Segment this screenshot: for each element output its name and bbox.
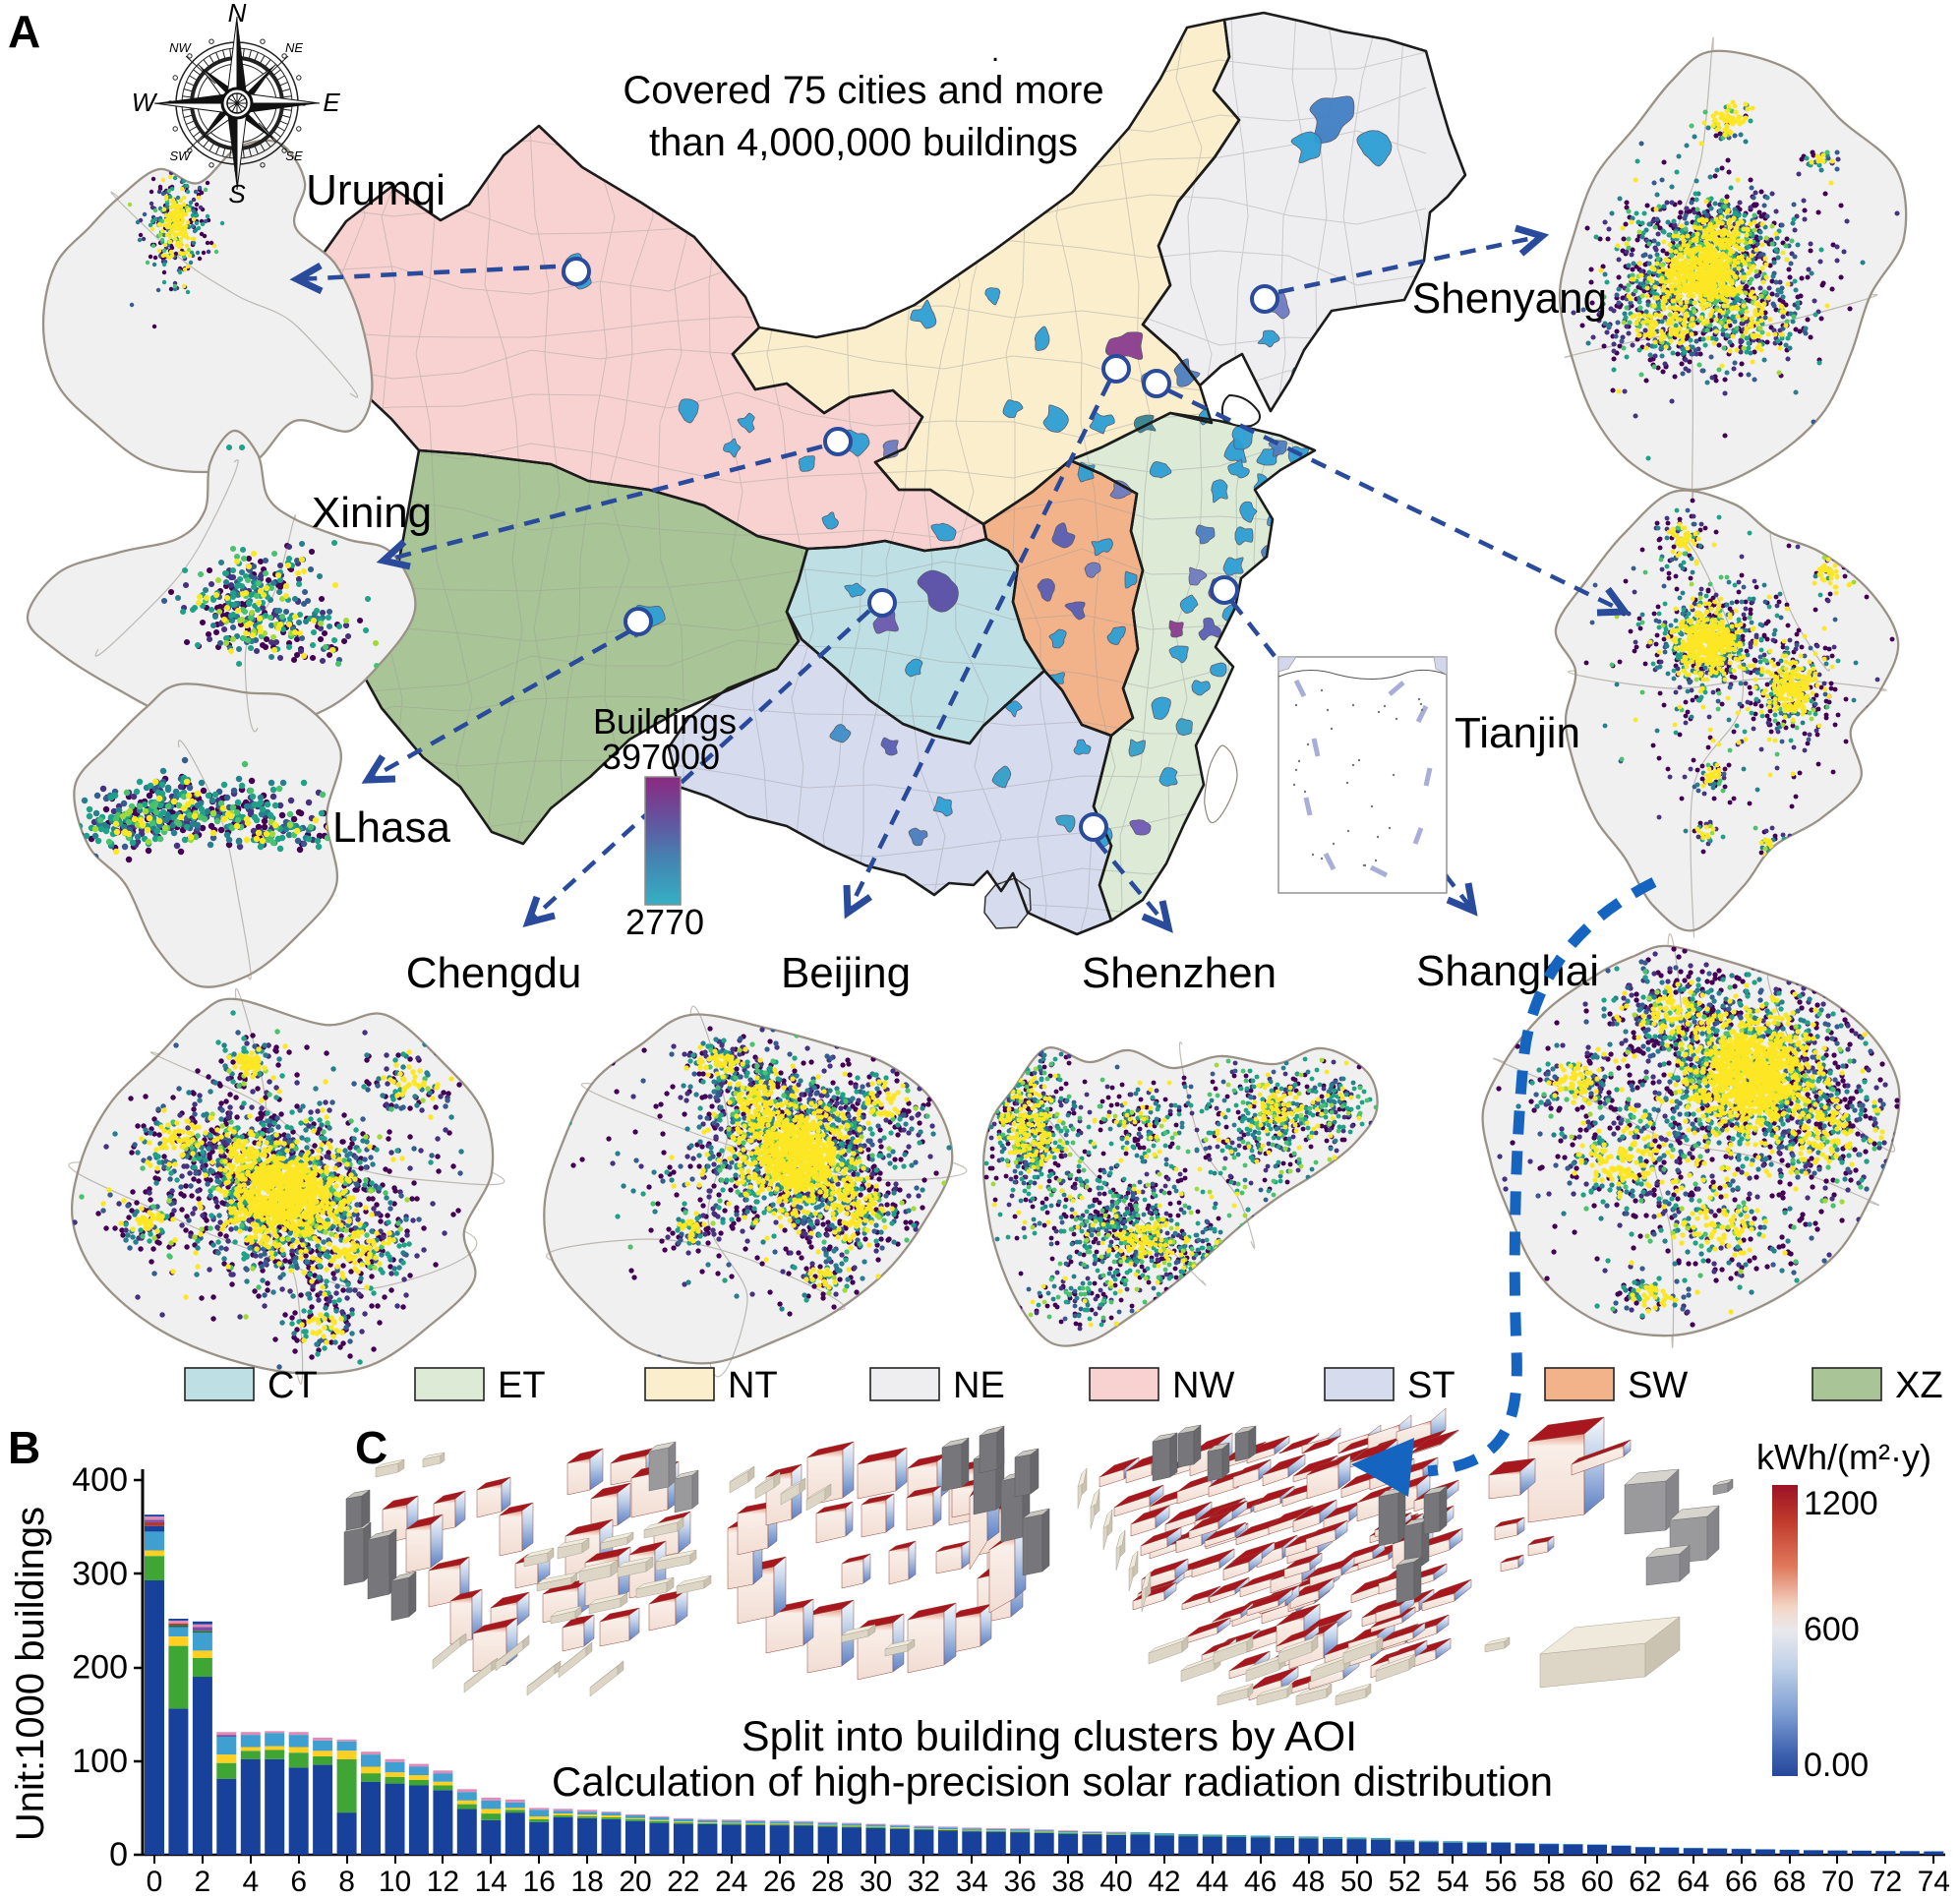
svg-text:Urumqi: Urumqi bbox=[306, 166, 445, 214]
svg-text:than 4,000,000 buildings: than 4,000,000 buildings bbox=[649, 121, 1078, 164]
svg-text:Lhasa: Lhasa bbox=[332, 803, 450, 852]
svg-text:68: 68 bbox=[1773, 1866, 1806, 1898]
svg-text:14: 14 bbox=[475, 1866, 507, 1898]
svg-text:46: 46 bbox=[1244, 1866, 1277, 1898]
svg-text:W: W bbox=[132, 88, 158, 117]
svg-text:54: 54 bbox=[1437, 1866, 1469, 1898]
svg-text:50: 50 bbox=[1340, 1866, 1373, 1898]
svg-text:B: B bbox=[8, 1422, 40, 1473]
svg-text:22: 22 bbox=[667, 1866, 699, 1898]
svg-text:NE: NE bbox=[285, 40, 303, 55]
svg-text:NE: NE bbox=[953, 1365, 1005, 1406]
svg-text:A: A bbox=[8, 6, 40, 57]
svg-text:S: S bbox=[228, 179, 246, 208]
svg-text:Calculation of high-precision: Calculation of high-precision solar radi… bbox=[552, 1758, 1553, 1805]
svg-text:74: 74 bbox=[1918, 1866, 1950, 1898]
svg-text:400: 400 bbox=[72, 1461, 128, 1499]
svg-text:397000: 397000 bbox=[602, 737, 720, 777]
svg-text:26: 26 bbox=[763, 1866, 796, 1898]
svg-text:20: 20 bbox=[619, 1866, 651, 1898]
svg-text:28: 28 bbox=[811, 1866, 844, 1898]
svg-text:600: 600 bbox=[1804, 1611, 1860, 1648]
svg-text:NW: NW bbox=[1172, 1365, 1234, 1406]
svg-text:34: 34 bbox=[956, 1866, 988, 1898]
svg-text:36: 36 bbox=[1004, 1866, 1037, 1898]
svg-text:E: E bbox=[323, 88, 340, 117]
svg-text:Shenyang: Shenyang bbox=[1412, 274, 1607, 323]
svg-text:NW: NW bbox=[169, 40, 192, 55]
svg-text:24: 24 bbox=[715, 1866, 747, 1898]
svg-text:.: . bbox=[991, 35, 999, 68]
svg-text:XZ: XZ bbox=[1895, 1365, 1943, 1406]
svg-text:10: 10 bbox=[379, 1866, 411, 1898]
svg-text:NT: NT bbox=[728, 1365, 778, 1406]
svg-text:66: 66 bbox=[1725, 1866, 1757, 1898]
svg-text:Beijing: Beijing bbox=[781, 949, 911, 997]
svg-text:4: 4 bbox=[242, 1866, 259, 1898]
svg-text:0: 0 bbox=[147, 1866, 163, 1898]
svg-text:ET: ET bbox=[498, 1365, 546, 1406]
svg-text:8: 8 bbox=[338, 1866, 355, 1898]
svg-text:0.00: 0.00 bbox=[1804, 1747, 1869, 1784]
svg-text:Split into building clusters: Split into building clusters by AOI bbox=[742, 1713, 1357, 1760]
svg-text:ST: ST bbox=[1407, 1365, 1455, 1406]
svg-text:Unit:1000 buildings: Unit:1000 buildings bbox=[9, 1507, 52, 1841]
svg-text:6: 6 bbox=[290, 1866, 307, 1898]
svg-text:44: 44 bbox=[1196, 1866, 1228, 1898]
svg-text:kWh/(m²·y): kWh/(m²·y) bbox=[1756, 1437, 1931, 1477]
svg-text:38: 38 bbox=[1051, 1866, 1084, 1898]
svg-text:48: 48 bbox=[1292, 1866, 1325, 1898]
svg-text:Buildings: Buildings bbox=[593, 701, 737, 742]
svg-text:72: 72 bbox=[1870, 1866, 1902, 1898]
svg-text:70: 70 bbox=[1821, 1866, 1854, 1898]
svg-text:60: 60 bbox=[1580, 1866, 1613, 1898]
svg-text:56: 56 bbox=[1485, 1866, 1517, 1898]
svg-text:CT: CT bbox=[267, 1365, 318, 1406]
svg-text:64: 64 bbox=[1677, 1866, 1709, 1898]
svg-text:SE: SE bbox=[285, 148, 303, 163]
svg-text:100: 100 bbox=[72, 1743, 128, 1780]
svg-text:SW: SW bbox=[1628, 1365, 1688, 1406]
svg-text:32: 32 bbox=[908, 1866, 940, 1898]
svg-text:Xining: Xining bbox=[312, 489, 432, 537]
svg-text:1200: 1200 bbox=[1804, 1485, 1878, 1522]
svg-text:2770: 2770 bbox=[625, 902, 704, 942]
svg-text:42: 42 bbox=[1148, 1866, 1180, 1898]
svg-text:0: 0 bbox=[109, 1836, 128, 1873]
svg-text:18: 18 bbox=[570, 1866, 603, 1898]
svg-text:SW: SW bbox=[170, 148, 193, 163]
svg-text:Chengdu: Chengdu bbox=[406, 949, 582, 997]
svg-text:200: 200 bbox=[72, 1649, 128, 1687]
svg-text:Tianjin: Tianjin bbox=[1455, 709, 1580, 757]
svg-text:Covered 75 cities and more: Covered 75 cities and more bbox=[623, 69, 1103, 112]
svg-text:30: 30 bbox=[860, 1866, 892, 1898]
svg-text:52: 52 bbox=[1389, 1866, 1421, 1898]
svg-text:58: 58 bbox=[1532, 1866, 1565, 1898]
svg-text:300: 300 bbox=[72, 1555, 128, 1592]
svg-text:62: 62 bbox=[1629, 1866, 1661, 1898]
svg-text:12: 12 bbox=[427, 1866, 459, 1898]
svg-text:N: N bbox=[228, 0, 247, 28]
svg-text:40: 40 bbox=[1099, 1866, 1132, 1898]
svg-text:Shenzhen: Shenzhen bbox=[1082, 949, 1277, 997]
svg-text:2: 2 bbox=[195, 1866, 211, 1898]
svg-text:16: 16 bbox=[523, 1866, 556, 1898]
svg-text:Shanghai: Shanghai bbox=[1416, 947, 1599, 995]
